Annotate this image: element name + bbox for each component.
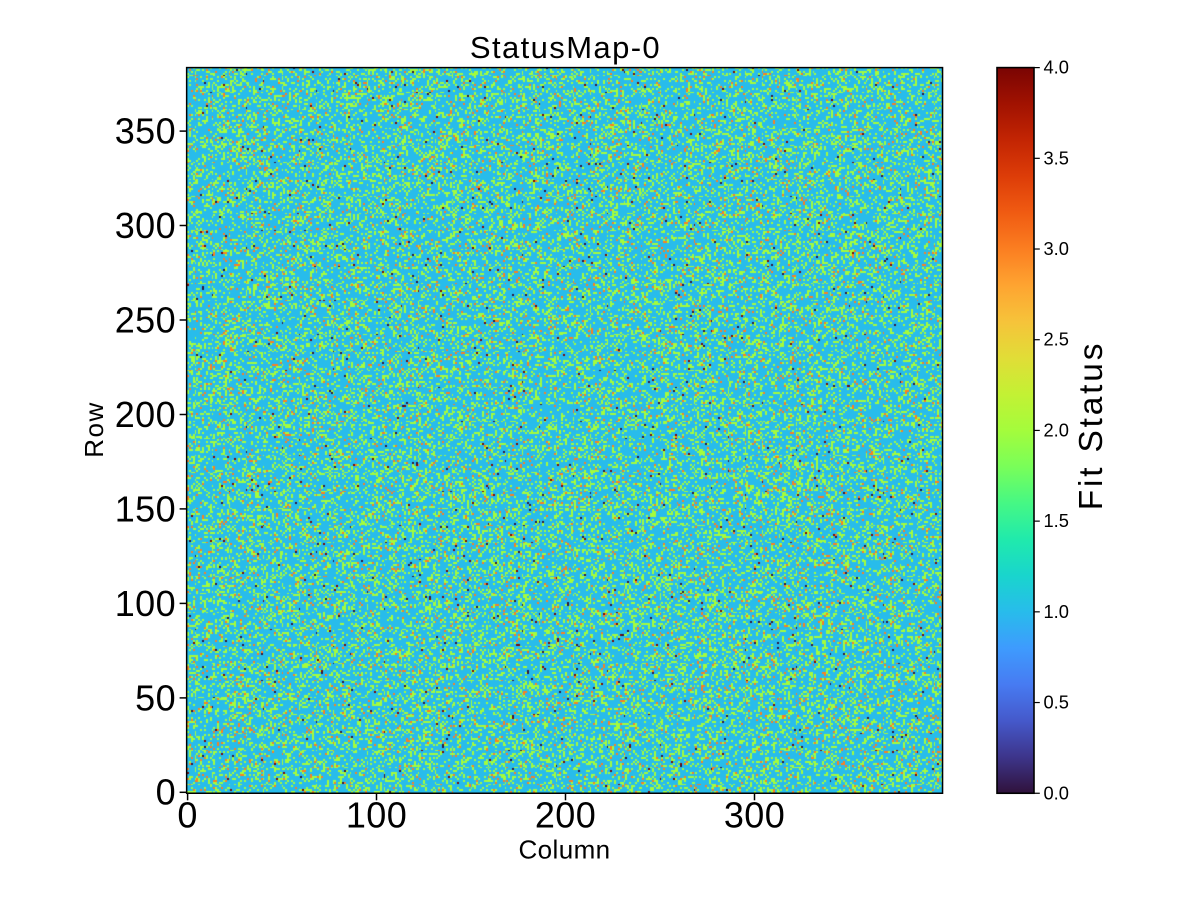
svg-text:250: 250	[115, 299, 176, 340]
svg-text:Row: Row	[79, 401, 109, 458]
svg-text:1.0: 1.0	[1044, 601, 1069, 622]
svg-text:StatusMap-0: StatusMap-0	[470, 30, 661, 65]
svg-text:2.0: 2.0	[1044, 419, 1069, 440]
svg-text:Fit Status: Fit Status	[1073, 341, 1110, 511]
svg-text:100: 100	[115, 583, 176, 624]
svg-text:50: 50	[135, 677, 176, 718]
svg-text:2.5: 2.5	[1044, 329, 1069, 350]
svg-text:350: 350	[115, 111, 176, 152]
svg-text:200: 200	[535, 795, 596, 836]
svg-text:0: 0	[156, 772, 176, 813]
svg-text:0: 0	[177, 795, 197, 836]
svg-text:0.5: 0.5	[1044, 692, 1069, 713]
svg-text:1.5: 1.5	[1044, 510, 1069, 531]
svg-text:200: 200	[115, 394, 176, 435]
svg-text:100: 100	[346, 795, 407, 836]
svg-text:Column: Column	[519, 835, 611, 865]
svg-text:300: 300	[115, 205, 176, 246]
svg-text:3.0: 3.0	[1044, 238, 1069, 259]
svg-text:4.0: 4.0	[1044, 57, 1069, 78]
svg-text:0.0: 0.0	[1044, 782, 1069, 803]
svg-text:150: 150	[115, 488, 176, 529]
svg-text:300: 300	[724, 795, 785, 836]
svg-text:3.5: 3.5	[1044, 147, 1069, 168]
